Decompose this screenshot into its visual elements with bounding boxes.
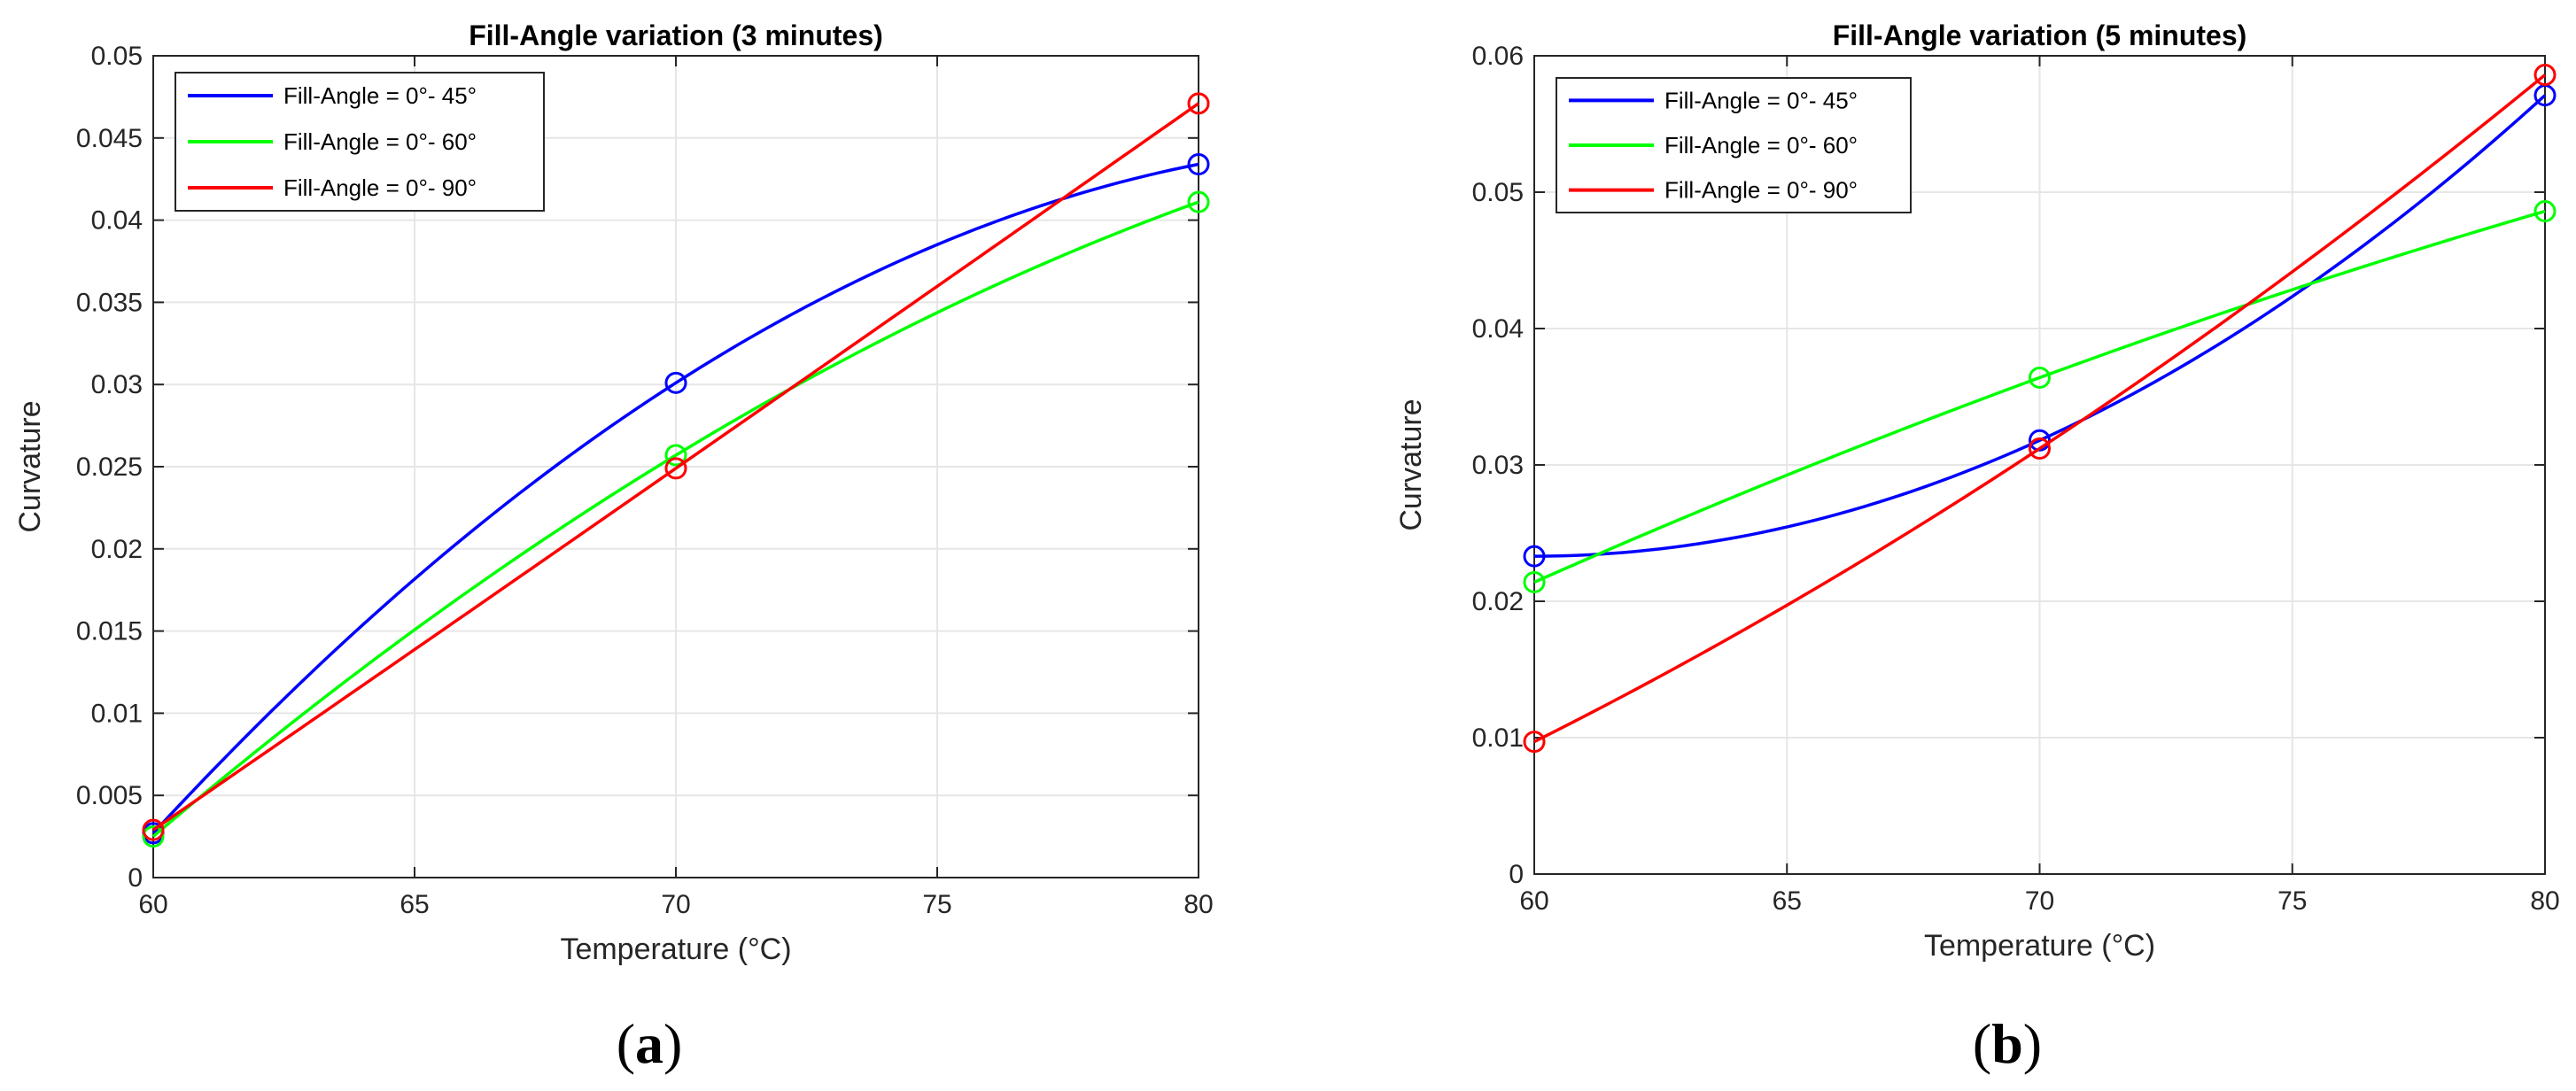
panel-label-close: ) [663,1012,682,1075]
data-point [2533,64,2557,87]
series-line [1533,94,2547,558]
panel-label-open: ( [617,1012,635,1075]
legend-entry: Fill-Angle = 0°- 60° [1664,132,1858,159]
data-point [1187,92,1210,115]
series-2 [142,190,1210,848]
panel-label-close: ) [2023,1012,2042,1075]
data-point [1523,731,1546,754]
y-tick-label: 0.005 [76,781,143,810]
series-line [1533,209,2546,584]
y-tick-label: 0.02 [91,535,143,564]
y-tick-label: 0.01 [91,699,143,728]
x-tick-label: 70 [2025,886,2054,916]
data-point [1187,190,1210,213]
data-point [664,457,687,480]
y-tick-label: 0.045 [76,124,143,153]
y-tick-label: 0.04 [91,206,143,236]
y-tick-label: 0.03 [1472,451,1524,480]
chart-b: 60 65 70 75 80 0 0.01 0.02 0.03 0.04 0.05 0.06 Fill-… [1394,19,2560,1075]
x-tick-label: 75 [922,890,951,919]
x-tick-label: 70 [661,890,690,919]
data-point [664,371,687,394]
chart-title: Fill-Angle variation (5 minutes) [1833,19,2247,51]
y-tick-label: 0.035 [76,288,143,317]
data-point [1187,152,1210,175]
panel-label-letter: a [635,1012,663,1075]
x-tick-label: 60 [138,890,167,919]
y-tick-label: 0 [128,863,143,893]
series-line [151,200,1199,838]
data-point [1523,545,1546,568]
x-tick-label: 65 [1773,886,1802,916]
y-tick-label: 0.06 [1472,42,1524,71]
y-tick-label: 0.025 [76,453,143,482]
y-tick-label: 0.04 [1472,314,1524,344]
x-tick-label: 80 [1183,890,1213,919]
y-tick-label: 0.02 [1472,587,1524,616]
panel-label-letter: b [1991,1012,2023,1075]
chart-title: Fill-Angle variation (3 minutes) [469,19,883,51]
panel-label: (a) [617,1012,683,1075]
data-point [2533,200,2557,223]
y-tick-label: 0.03 [91,370,143,399]
x-axis-title: Temperature (°C) [560,932,791,966]
x-tick-label: 80 [2530,886,2559,916]
x-axis-title: Temperature (°C) [1924,929,2155,963]
x-tick-label: 60 [1519,886,1548,916]
data-point [664,444,687,467]
series-2 [1523,200,2557,593]
data-point [1523,570,1546,593]
data-point [142,818,165,841]
series-line [152,102,1200,832]
series-3 [142,92,1210,841]
series-line [151,162,1199,835]
legend-entry: Fill-Angle = 0°- 45° [1664,87,1858,113]
y-tick-label: 0.015 [76,617,143,646]
x-tick-label: 65 [400,890,429,919]
legend: Fill-Angle = 0°- 45° Fill-Angle = 0°- 60°… [175,72,545,212]
legend: Fill-Angle = 0°- 45° Fill-Angle = 0°- 60°… [1556,77,1912,213]
y-axis-title: Curvature [1394,398,1428,530]
data-point [142,825,165,848]
panel-label-open: ( [1973,1012,1991,1075]
legend-entry: Fill-Angle = 0°- 60° [283,128,477,155]
y-tick-label: 0 [1509,860,1524,889]
legend-entry: Fill-Angle = 0°- 90° [283,174,477,201]
y-tick-label: 0.05 [1472,178,1524,207]
data-point [2029,437,2051,460]
series-3 [1523,64,2557,754]
panel-label: (b) [1973,1012,2042,1075]
data-point [2029,366,2051,389]
series-line [1533,74,2547,744]
legend-entry: Fill-Angle = 0°- 45° [283,82,477,109]
legend-entry: Fill-Angle = 0°- 90° [1664,177,1858,204]
y-tick-label: 0.01 [1472,723,1524,753]
y-axis-title: Curvature [13,400,47,532]
ticks: 60 65 70 75 80 0 0.005 0.01 0.015 0.02 0.025 0.03 0.… [76,42,1214,919]
y-tick-label: 0.05 [91,42,143,71]
ticks: 60 65 70 75 80 0 0.01 0.02 0.03 0.04 0.05 0.06 [1472,42,2560,916]
chart-a: 60 65 70 75 80 0 0.005 0.01 0.015 0.02 0.025 0.03 0.… [13,19,1214,1075]
x-tick-label: 75 [2277,886,2307,916]
